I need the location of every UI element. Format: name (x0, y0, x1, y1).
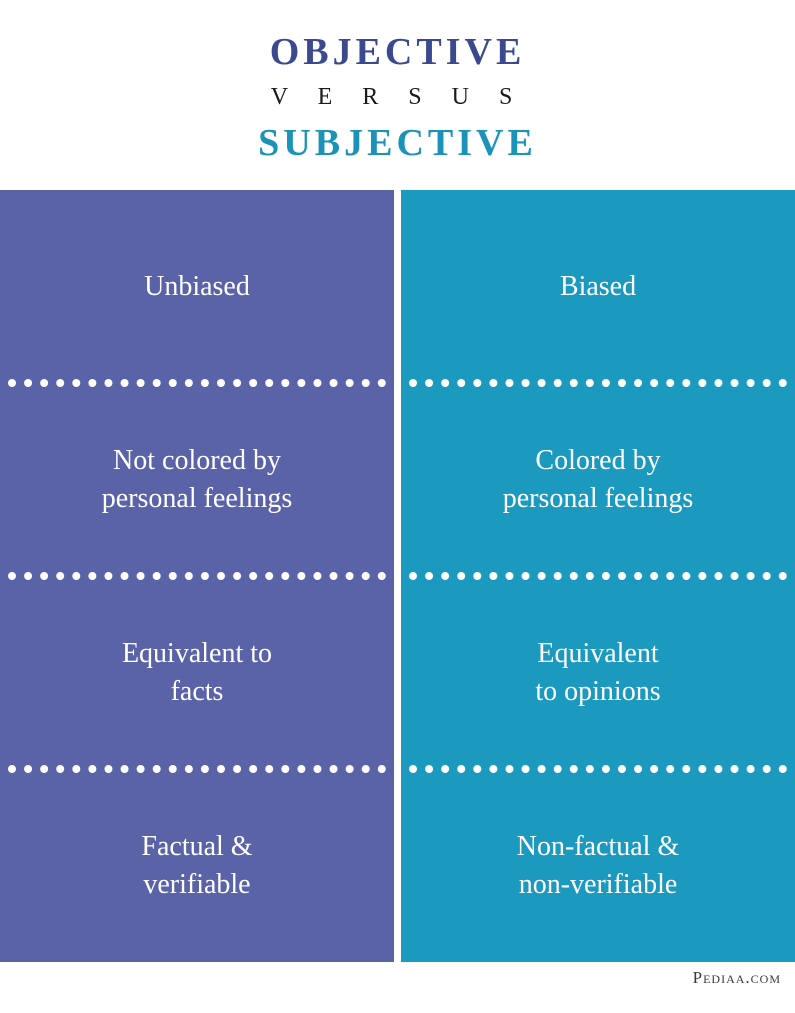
column-subjective: BiasedColored by personal feelingsEquiva… (401, 190, 795, 962)
title-subjective: SUBJECTIVE (0, 121, 795, 165)
comparison-cell: Equivalent to opinions (401, 576, 795, 769)
footer-credit: Pediaa.com (0, 962, 795, 994)
column-gap (394, 190, 401, 962)
comparison-cell: Not colored by personal feelings (0, 383, 394, 576)
comparison-cell: Equivalent to facts (0, 576, 394, 769)
comparison-cell: Non-factual & non-verifiable (401, 769, 795, 962)
comparison-table: UnbiasedNot colored by personal feelings… (0, 190, 795, 962)
comparison-cell: Factual & verifiable (0, 769, 394, 962)
comparison-cell: Biased (401, 190, 795, 383)
column-objective: UnbiasedNot colored by personal feelings… (0, 190, 394, 962)
comparison-cell: Unbiased (0, 190, 394, 383)
header: OBJECTIVE V E R S U S SUBJECTIVE (0, 0, 795, 190)
title-versus: V E R S U S (0, 84, 795, 111)
title-objective: OBJECTIVE (0, 30, 795, 74)
comparison-cell: Colored by personal feelings (401, 383, 795, 576)
